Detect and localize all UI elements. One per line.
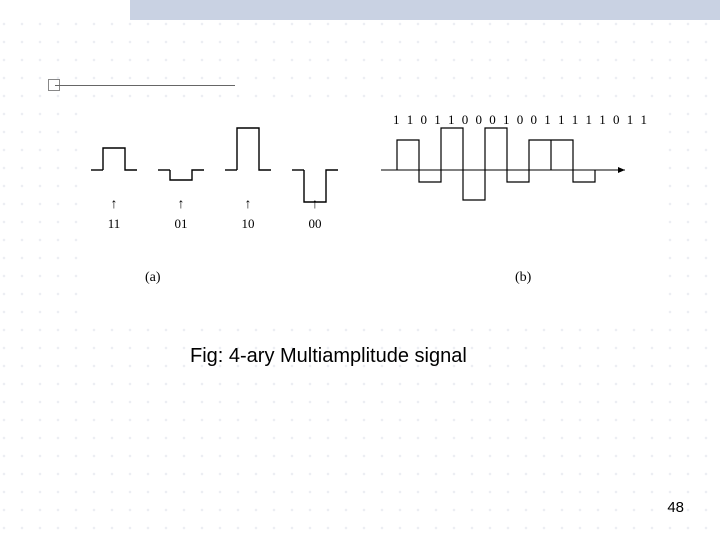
svg-text:↑: ↑ bbox=[245, 197, 252, 212]
subplot-label-b: (b) bbox=[515, 270, 531, 286]
svg-text:↑: ↑ bbox=[312, 197, 319, 212]
heading-underline bbox=[55, 85, 235, 86]
pulse-bits-label: 00 bbox=[309, 216, 322, 231]
slide-content: ↑ 11 ↑ 01 ↑ 10 ↑ 00 1 1 0 1 1 0 0 0 1 0 0 1 1 1… bbox=[0, 0, 720, 540]
pulse-bits-label: 11 bbox=[108, 216, 121, 231]
chart-a-svg: ↑ 11 ↑ 01 ↑ 10 ↑ 00 bbox=[85, 100, 345, 300]
figure-caption: Fig: 4-ary Multiamplitude signal bbox=[190, 345, 467, 368]
page-number: 48 bbox=[667, 499, 684, 516]
pulse-bits-label: 10 bbox=[242, 216, 255, 231]
figure-area: ↑ 11 ↑ 01 ↑ 10 ↑ 00 1 1 0 1 1 0 0 0 1 0 0 1 1 1… bbox=[85, 100, 655, 320]
svg-text:↑: ↑ bbox=[111, 197, 118, 212]
bit-sequence-label: 1 1 0 1 1 0 0 0 1 0 0 1 1 1 1 1 0 1 1 bbox=[393, 112, 649, 128]
pulse-bits-label: 01 bbox=[175, 216, 188, 231]
subplot-label-a: (a) bbox=[145, 270, 161, 286]
svg-text:↑: ↑ bbox=[178, 197, 185, 212]
